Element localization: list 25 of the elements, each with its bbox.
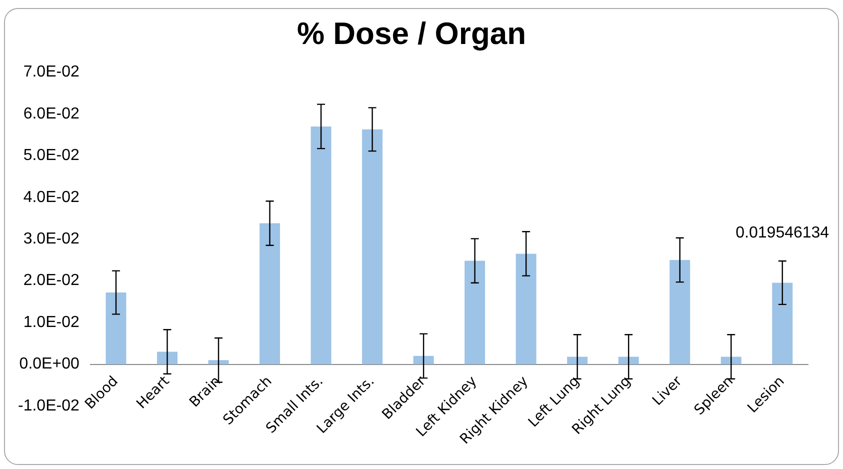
y-tick-label: 4.0E-02 [23, 188, 80, 206]
bar [516, 254, 536, 364]
y-tick-label: 0.0E+00 [19, 356, 80, 373]
y-tick-label: 2.0E-02 [23, 272, 80, 290]
y-tick-label: 6.0E-02 [23, 105, 80, 122]
bar [106, 292, 126, 364]
bar [413, 356, 434, 364]
bar [310, 126, 332, 364]
y-tick-label: -1.0E-02 [18, 397, 80, 414]
bar [720, 356, 742, 364]
bar [567, 356, 588, 364]
data-label: 0.019546134 [736, 224, 830, 242]
bar [362, 129, 383, 364]
bar [618, 356, 639, 364]
bar [157, 352, 178, 364]
y-tick-label: 3.0E-02 [23, 230, 80, 248]
bar [208, 360, 229, 364]
bar [260, 223, 280, 364]
chart-title: % Dose / Organ [296, 16, 526, 52]
bar [772, 282, 793, 364]
y-tick-label: 1.0E-02 [23, 314, 80, 331]
y-tick-label: 5.0E-02 [23, 147, 80, 164]
bar [670, 260, 690, 364]
bar [464, 260, 486, 364]
y-tick-label: 7.0E-02 [23, 64, 80, 81]
